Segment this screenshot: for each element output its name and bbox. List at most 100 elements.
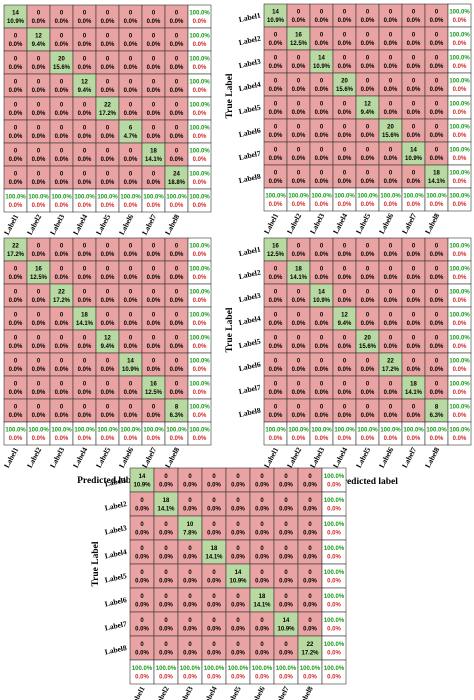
- cell-percent-label: 0.0%: [170, 252, 184, 258]
- cell-percent-label: 0.0%: [124, 42, 138, 48]
- cell-count-label: 0: [274, 267, 278, 273]
- cell-count-label: 100.0%: [5, 428, 26, 434]
- off-diagonal-cell: [273, 515, 299, 541]
- cell-count-label: 0: [175, 149, 179, 155]
- cell-count-label: 0: [83, 244, 87, 250]
- cell-count-label: 0: [435, 125, 439, 131]
- cell-count-label: 100.0%: [74, 428, 95, 434]
- cell-percent-label: 0.0%: [453, 110, 467, 116]
- cell-count-label: 0: [236, 546, 240, 552]
- cell-percent-label: 0.0%: [315, 87, 329, 93]
- cell-count-label: 100.0%: [324, 522, 345, 528]
- cell-count-label: 0: [164, 642, 168, 648]
- cell-count-label: 0: [60, 267, 64, 273]
- cell-count-label: 0: [435, 267, 439, 273]
- off-diagonal-cell: [225, 635, 251, 661]
- cell-percent-label: 0.0%: [231, 603, 245, 609]
- cell-percent-label: 0.0%: [135, 603, 149, 609]
- cell-count-label: 0: [260, 570, 264, 576]
- cell-count-label: 100.0%: [28, 428, 49, 434]
- cell-count-label: 100.0%: [189, 149, 210, 155]
- cell-count-label: 0: [297, 290, 301, 296]
- cell-count-label: 0: [152, 313, 156, 319]
- cell-percent-label: 0.0%: [124, 111, 138, 117]
- cell-percent-label: 0.0%: [135, 651, 149, 657]
- cell-count-label: 0: [106, 172, 110, 178]
- cell-percent-label: 0.0%: [101, 298, 115, 304]
- cell-percent-label: 0.0%: [327, 531, 341, 537]
- cell-count-label: 0: [389, 56, 393, 62]
- cell-percent-label: 0.0%: [453, 321, 467, 327]
- x-tick-label: Label2: [152, 684, 170, 700]
- cell-percent-label: 17.2%: [7, 252, 25, 258]
- cell-percent-label: 0.0%: [170, 65, 184, 71]
- cell-percent-label: 0.0%: [361, 275, 375, 281]
- cell-count-label: 0: [175, 244, 179, 250]
- cell-percent-label: 0.0%: [231, 555, 245, 561]
- cell-count-label: 22: [307, 642, 314, 648]
- cell-count-label: 0: [297, 102, 301, 108]
- x-tick-label: Label7: [140, 212, 158, 236]
- cell-count-label: 0: [412, 79, 416, 85]
- cell-count-label: 100.0%: [449, 194, 470, 200]
- cell-count-label: 0: [297, 359, 301, 365]
- cell-percent-label: 0.0%: [315, 179, 329, 185]
- cell-percent-label: 9.4%: [338, 321, 352, 327]
- cell-count-label: 0: [212, 474, 216, 480]
- cell-count-label: 0: [175, 359, 179, 365]
- cell-count-label: 0: [175, 11, 179, 17]
- cell-percent-label: 0.0%: [78, 19, 92, 25]
- cell-percent-label: 0.0%: [279, 603, 293, 609]
- cell-percent-label: 0.0%: [384, 156, 398, 162]
- cell-percent-label: 0.0%: [55, 436, 69, 442]
- x-axis-label: Predicted label: [337, 477, 398, 487]
- cell-count-label: 0: [152, 11, 156, 17]
- off-diagonal-cell: [201, 563, 227, 589]
- cell-count-label: 0: [284, 474, 288, 480]
- cell-percent-label: 0.0%: [292, 367, 306, 373]
- cell-percent-label: 14.1%: [428, 179, 446, 185]
- cell-count-label: 16: [295, 33, 302, 39]
- off-diagonal-cell: [129, 635, 155, 661]
- cell-count-label: 0: [37, 80, 41, 86]
- cell-count-label: 0: [274, 336, 278, 342]
- cell-count-label: 0: [260, 642, 264, 648]
- cell-count-label: 100.0%: [74, 195, 95, 201]
- cell-percent-label: 0.0%: [101, 390, 115, 396]
- cell-count-label: 0: [435, 313, 439, 319]
- cell-count-label: 18: [259, 594, 266, 600]
- cell-count-label: 0: [389, 148, 393, 154]
- y-tick-label: Label2: [238, 34, 262, 47]
- cell-percent-label: 0.0%: [384, 64, 398, 70]
- y-tick-label: Label8: [238, 172, 262, 185]
- x-tick-label: Label5: [224, 684, 242, 700]
- cell-count-label: 0: [308, 594, 312, 600]
- cell-count-label: 0: [435, 102, 439, 108]
- cell-percent-label: 0.0%: [361, 367, 375, 373]
- cell-count-label: 0: [366, 56, 370, 62]
- confusion-matrix-4: 16 12.5% 0 0.0% 0 0.0% 0 0.0% 0 0.0% 0 0.0% 0 0.0% 0 0.…: [224, 236, 474, 487]
- cell-count-label: 0: [83, 126, 87, 132]
- cell-count-label: 100.0%: [252, 666, 273, 672]
- summary-cell: [129, 659, 155, 685]
- cell-percent-label: 0.0%: [327, 675, 341, 681]
- x-tick-label: Label1: [128, 684, 146, 700]
- cell-percent-label: 0.0%: [269, 202, 283, 208]
- cell-percent-label: 0.0%: [55, 134, 69, 140]
- cell-percent-label: 0.0%: [147, 88, 161, 94]
- cell-percent-label: 0.0%: [269, 110, 283, 116]
- cell-percent-label: 0.0%: [193, 436, 207, 442]
- cell-percent-label: 0.0%: [9, 111, 23, 117]
- cell-count-label: 0: [389, 313, 393, 319]
- cell-percent-label: 15.6%: [53, 65, 71, 71]
- cell-percent-label: 0.0%: [315, 252, 329, 258]
- cell-percent-label: 0.0%: [430, 298, 444, 304]
- cell-percent-label: 0.0%: [453, 18, 467, 24]
- cell-percent-label: 0.0%: [124, 19, 138, 25]
- cell-percent-label: 9.4%: [32, 42, 46, 48]
- off-diagonal-cell: [201, 491, 227, 517]
- cell-count-label: 100.0%: [334, 194, 355, 200]
- cell-count-label: 0: [320, 313, 324, 319]
- cell-percent-label: 0.0%: [384, 202, 398, 208]
- x-axis-label: Predicted label: [77, 476, 138, 486]
